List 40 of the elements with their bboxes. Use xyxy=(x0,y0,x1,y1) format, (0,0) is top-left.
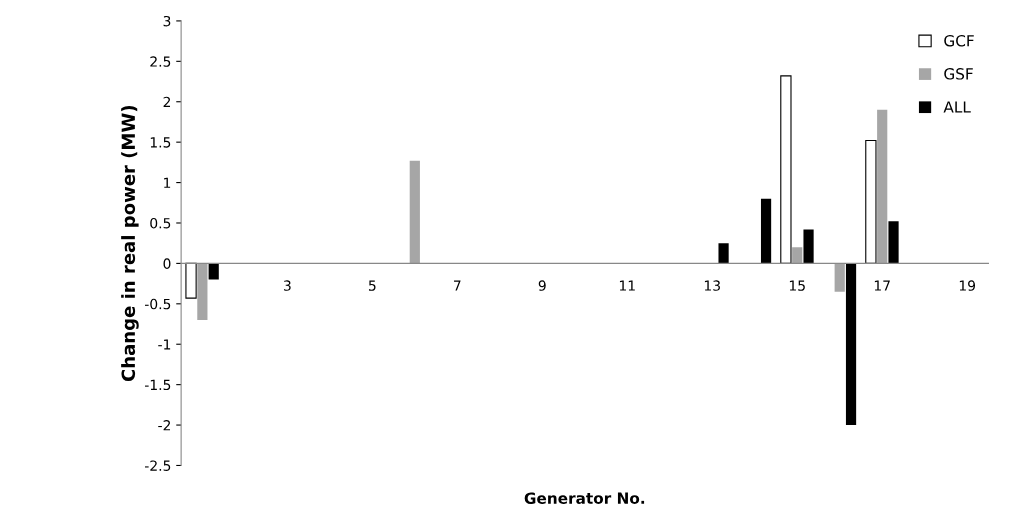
bar xyxy=(792,247,803,264)
y-tick-label: -1.5 xyxy=(144,379,171,391)
bar xyxy=(780,75,792,264)
x-tick-label: 11 xyxy=(619,280,635,291)
bar xyxy=(888,221,899,264)
x-tick-label: 13 xyxy=(704,280,720,291)
bar xyxy=(834,263,845,292)
x-tick-label: 3 xyxy=(283,280,291,291)
x-tick-label: 15 xyxy=(789,280,805,291)
legend-label: GCF xyxy=(944,34,974,47)
x-tick-label: 7 xyxy=(454,280,461,291)
bar xyxy=(877,109,888,264)
bar xyxy=(185,262,197,299)
x-tick-label: 19 xyxy=(959,280,976,291)
y-tick-label: -2.5 xyxy=(144,460,171,471)
legend-label: GSF xyxy=(944,68,973,80)
y-tick-label: 1.5 xyxy=(150,137,171,148)
x-tick-label: 5 xyxy=(368,280,376,291)
legend-label: ALL xyxy=(943,101,971,113)
x-tick-label: 9 xyxy=(538,280,546,291)
bar xyxy=(865,139,877,264)
y-tick-label: 3 xyxy=(163,15,171,27)
y-tick-label: 2.5 xyxy=(150,56,171,67)
y-axis-title: Change in real power (MW) xyxy=(121,105,139,382)
bar xyxy=(845,263,857,426)
y-tick-label: -0.5 xyxy=(144,298,171,310)
bar xyxy=(208,263,219,280)
y-tick-label: 2 xyxy=(163,96,171,108)
bar xyxy=(197,263,208,320)
y-tick-label: 0 xyxy=(163,258,171,269)
y-tick-label: 1 xyxy=(164,177,171,188)
y-tick-label: 0.5 xyxy=(150,217,171,229)
bar xyxy=(718,243,729,264)
bar xyxy=(760,198,772,264)
x-axis-title: Generator No. xyxy=(524,492,645,504)
x-tick-label: 17 xyxy=(874,280,890,291)
bar xyxy=(409,160,420,264)
y-tick-label: -1 xyxy=(158,339,171,350)
y-tick-label: -2 xyxy=(158,420,171,431)
bar xyxy=(803,229,814,264)
